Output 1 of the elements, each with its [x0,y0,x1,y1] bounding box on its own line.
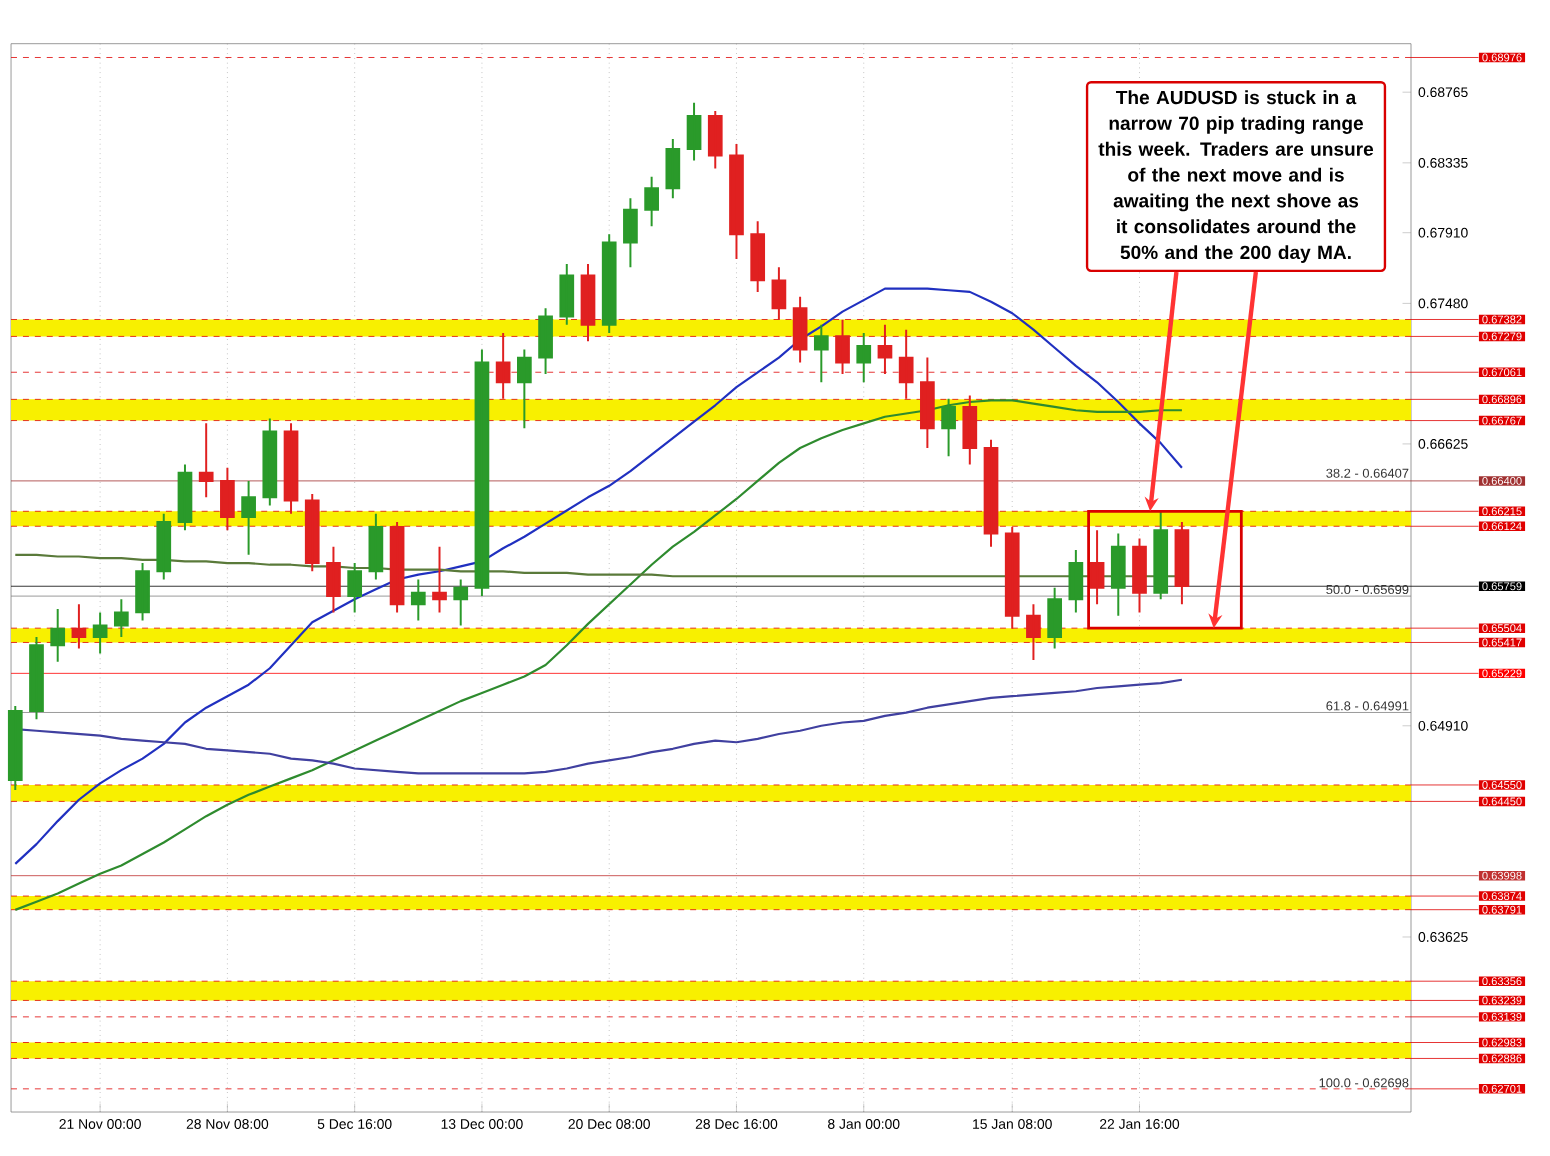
annotation: The AUDUSD is stuck in a narrow 70 pip trading range this week. Traders are unsure of the next move and is awaiting the next shove as it consolidates around the 50% and the 200 day MA. [1098,90,1374,264]
